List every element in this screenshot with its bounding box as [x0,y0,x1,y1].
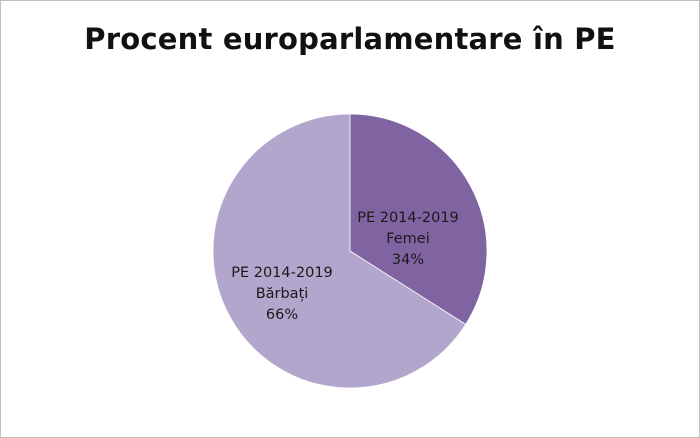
pie-slice-barbati [212,113,467,389]
slice-label-barbati: PE 2014-2019 Bărbați 66% [231,265,333,323]
chart-title: Procent europarlamentare în PE [84,22,616,56]
slice-label-femei: PE 2014-2019 Femei 34% [357,210,459,268]
pie-slice-femei [349,113,488,325]
